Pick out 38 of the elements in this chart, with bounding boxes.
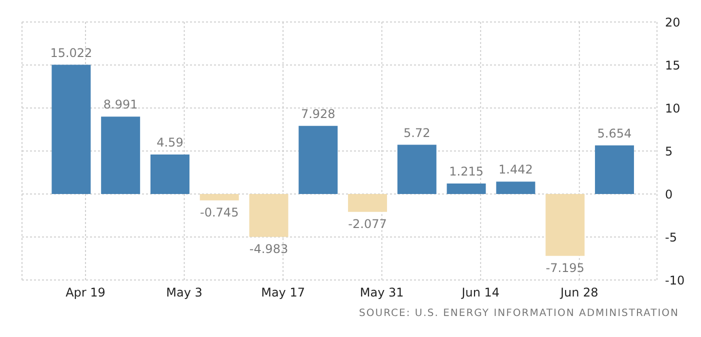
bar [298,126,338,194]
x-tick-label: May 31 [360,286,404,300]
data-label: 4.59 [156,136,184,150]
bar [546,194,585,256]
bar [52,64,91,194]
x-tick-label: Jun 28 [559,286,598,300]
data-label: -7.195 [546,260,584,275]
bar [200,194,239,200]
bar [446,184,486,194]
bar [101,116,140,194]
bar [397,144,436,194]
y-tick-label: 15 [665,58,680,72]
y-tick-label: 0 [665,187,673,202]
y-tick-label: -5 [665,230,677,244]
bar [594,145,634,194]
y-tick-label: -10 [665,273,685,288]
source-note: SOURCE: U.S. ENERGY INFORMATION ADMINISTRATION [358,308,680,319]
data-label: -4.983 [249,242,288,256]
data-label: 1.442 [498,162,533,177]
data-label: 1.215 [449,164,484,179]
data-label: 5.654 [597,126,632,140]
data-label: -0.745 [200,205,239,220]
bar [150,154,190,194]
y-tick-label: 5 [665,144,673,158]
x-tick-label: Apr 19 [66,286,106,300]
data-label: 7.928 [300,106,336,121]
y-tick-label: 20 [665,15,680,30]
bar [496,182,536,194]
data-label: 5.72 [404,126,430,140]
data-label: 15.022 [50,46,92,60]
bar [249,194,288,237]
bar [348,194,388,212]
x-tick-label: May 3 [166,286,202,300]
data-label: 8.991 [103,98,138,112]
x-tick-label: May 17 [261,286,306,300]
x-tick-label: Jun 14 [460,286,500,300]
data-label: -2.077 [348,216,387,231]
y-tick-label: 10 [665,101,680,116]
